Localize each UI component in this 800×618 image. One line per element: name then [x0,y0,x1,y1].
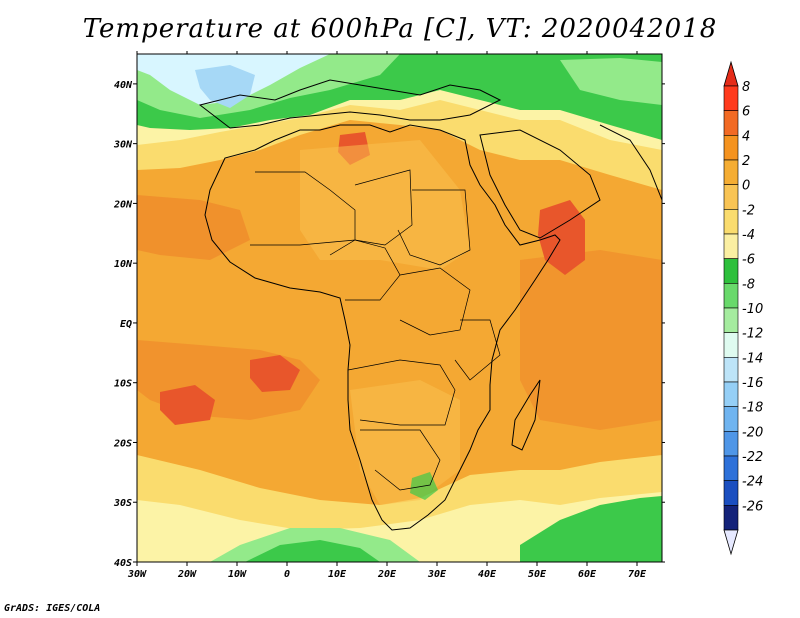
colorbar-swatch [723,332,739,358]
madagascar [511,379,541,451]
colorbar-swatch [723,480,739,506]
lat-tick-label: 10N [114,259,133,270]
lat-tick-label: 20N [113,199,133,210]
colorbar-swatch [723,159,739,185]
colorbar-swatch [723,381,739,407]
colorbar-label: -12 [742,327,763,342]
axis-ticks: 30W 20W 10W 0 10E 20E 30E 40E 50E 60E 70E 40N 30N 20N… [113,51,665,580]
colorbar-label: 8 [742,80,750,95]
colorbar-swatch [723,209,739,235]
india-coast [599,124,662,201]
colorbar-swatch [723,135,739,161]
lon-tick-label: 0 [284,569,290,580]
colorbar-swatch [723,283,739,309]
lat-tick-label: 20S [113,438,132,449]
colorbar-swatch [723,406,739,432]
colorbar-label: -18 [742,401,763,416]
lat-tick-label: 30S [113,498,132,509]
lon-tick-label: 70E [628,569,647,580]
lat-tick-label: 10S [114,379,132,390]
colorbar: 8 6 4 2 0 -2 -4 -6 -8 -10 -12 -14 -16 -18 -20 -22 -24 -26 [723,60,763,556]
field-north-lightgreen-right [560,58,662,105]
colorbar-swatch [723,307,739,333]
chart-title: Temperature at 600hPa [C], VT: 202004201… [82,14,718,44]
lat-tick-label: 40N [114,80,133,91]
colorbar-swatch [723,110,739,136]
colorbar-swatch [723,505,739,531]
map-field [137,54,662,562]
colorbar-swatch [723,357,739,383]
lon-tick-label: 20W [177,569,197,580]
colorbar-swatch [723,184,739,210]
lon-tick-label: 30W [127,569,147,580]
field-hot-sa1 [250,355,300,392]
colorbar-swatch [723,258,739,284]
lat-tick-label: EQ [120,319,132,330]
colorbar-label: -14 [742,351,763,366]
africa-coastline [204,124,561,531]
lat-tick-label: 30N [113,140,133,151]
field-warm-west [137,195,250,260]
colorbar-swatch [723,431,739,457]
colorbar-bottom-arrow [723,529,739,556]
lon-tick-label: 20E [377,569,397,580]
field-north-blue [195,65,255,108]
colorbar-label: -24 [742,475,763,490]
lon-tick-label: 50E [528,569,547,580]
map-frame [136,53,663,563]
colorbar-label: -22 [742,450,763,465]
lon-tick-label: 30E [427,569,447,580]
field-south-green-right [520,496,662,562]
europe-coast [198,79,502,129]
colorbar-label: 2 [742,154,750,169]
lon-tick-label: 40E [478,569,497,580]
colorbar-label: -26 [742,499,763,514]
lon-tick-label: 10E [328,569,347,580]
colorbar-swatch [723,85,739,111]
field-south-green-left2 [245,540,380,562]
colorbar-label: -20 [742,425,763,440]
colorbar-label: -10 [742,302,763,317]
colorbar-label: -2 [742,203,755,218]
country-borders [250,169,501,491]
colorbar-label: -6 [742,253,755,268]
colorbar-label: -16 [742,376,763,391]
colorbar-label: 6 [742,105,750,120]
field-land-yellowish [300,140,470,270]
field-warm-indian [520,250,662,430]
colorbar-top-arrow [723,60,739,87]
lon-tick-label: 10W [228,569,247,580]
colorbar-swatch [723,233,739,259]
credit-label: GrADS: IGES/COLA [4,603,101,614]
colorbar-label: -4 [742,228,755,243]
field-hot-sa2 [160,385,215,425]
field-sa-interior [350,380,460,505]
colorbar-swatch [723,455,739,481]
colorbar-label: -8 [742,277,755,292]
lon-tick-label: 60E [578,569,597,580]
lat-tick-label: 40S [114,558,132,569]
coastlines [198,79,662,531]
colorbar-label: 0 [742,179,750,194]
colorbar-label: 4 [742,129,750,144]
arabia [479,129,601,239]
